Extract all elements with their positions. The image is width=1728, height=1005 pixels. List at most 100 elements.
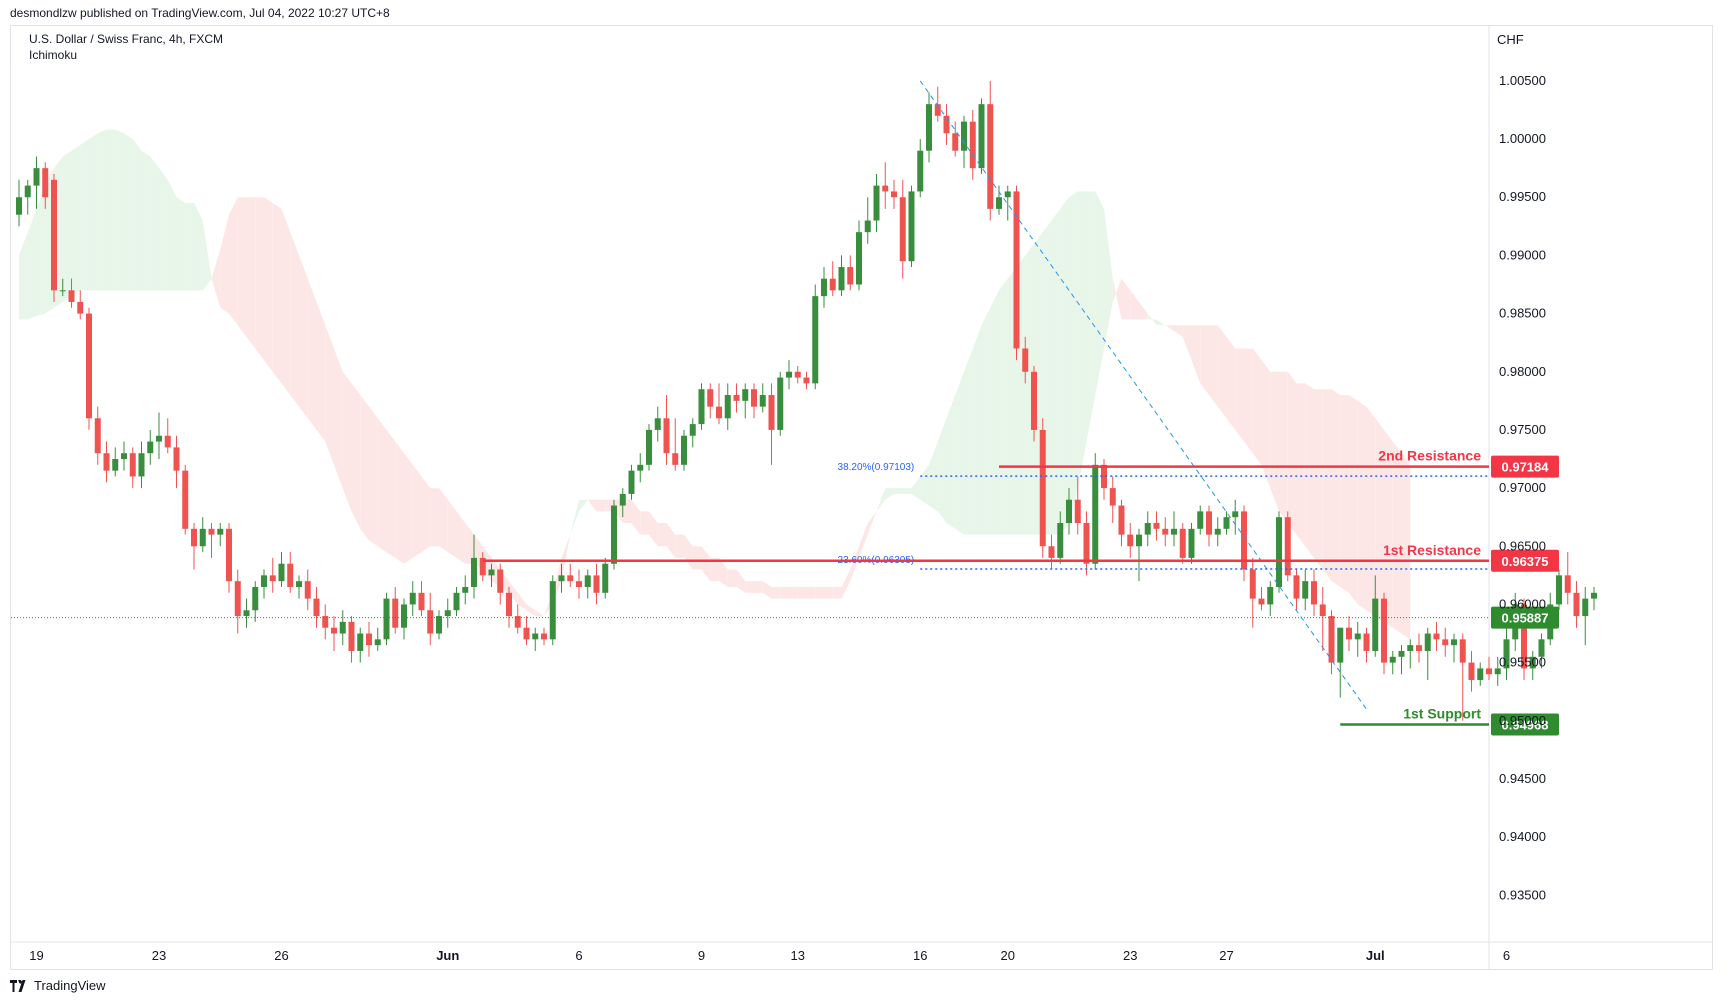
candle-body (1153, 522, 1160, 529)
candle-body (1057, 522, 1064, 558)
x-tick-label: Jul (1366, 948, 1385, 963)
ichimoku-cloud-segment (657, 522, 667, 547)
candle-body (1346, 627, 1352, 640)
ichimoku-cloud-segment (526, 604, 536, 617)
y-tick-label: 0.97500 (1499, 422, 1546, 437)
published-caption: desmondlzw published on TradingView.com,… (10, 6, 390, 20)
indicator-legend[interactable]: Ichimoku (29, 48, 78, 62)
ichimoku-cloud-segment (509, 581, 518, 605)
ichimoku-cloud-segment (771, 586, 781, 599)
candle-body (1389, 656, 1396, 663)
ichimoku-cloud-segment (334, 348, 343, 489)
y-tick-label: 0.94000 (1499, 829, 1546, 844)
candle-body (619, 493, 626, 506)
candle-body (208, 528, 215, 535)
x-tick-label: 23 (1123, 948, 1137, 963)
candle-body (296, 581, 302, 587)
ichimoku-cloud-segment (675, 534, 684, 558)
candle-body (996, 197, 1002, 209)
x-tick-label: 6 (1503, 948, 1510, 963)
ichimoku-cloud-segment (395, 441, 404, 564)
candle-body (1013, 191, 1020, 349)
ichimoku-cloud-segment (1191, 325, 1201, 384)
ichimoku-cloud-segment (649, 511, 658, 547)
price-tag-label: 0.94968 (1502, 717, 1549, 732)
candle-body (514, 616, 521, 628)
ichimoku-cloud-segment (1349, 395, 1358, 605)
price-tag-label: 0.97184 (1502, 460, 1550, 475)
candle-body (453, 592, 460, 611)
candle-body (366, 633, 372, 646)
ichimoku-cloud-segment (1314, 389, 1323, 570)
candle-body (716, 406, 722, 419)
ichimoku-cloud-segment (447, 499, 457, 558)
ichimoku-cloud-segment (342, 371, 352, 512)
ichimoku-cloud-segment (964, 348, 973, 535)
candle-body (1302, 581, 1309, 599)
ichimoku-cloud-segment (307, 278, 317, 430)
y-tick-label: 0.96500 (1499, 538, 1546, 553)
ichimoku-cloud-segment (780, 586, 789, 599)
x-tick-label: 26 (274, 948, 288, 963)
ichimoku-cloud-segment (377, 418, 387, 553)
chart-panel[interactable]: 38.20%(0.97103)23.60%(0.96305)2nd Resist… (10, 25, 1713, 970)
candle-body (1407, 645, 1414, 651)
candle-body (742, 389, 749, 401)
candle-body (278, 563, 285, 582)
candle-body (908, 191, 915, 262)
candle-body (1529, 656, 1536, 669)
price-tag-box (1491, 455, 1559, 478)
ichimoku-cloud-segment (946, 395, 956, 529)
downtrend-line[interactable] (919, 80, 1367, 710)
ichimoku-cloud-segment (570, 499, 579, 535)
candle-body (409, 592, 416, 605)
candle-body (471, 557, 477, 587)
x-tick-label: 13 (791, 948, 805, 963)
candle-body (777, 377, 784, 430)
ichimoku-cloud-segment (1200, 325, 1209, 396)
ichimoku-cloud-segment (299, 255, 308, 419)
ichimoku-cloud-segment (1305, 383, 1314, 558)
candle-body (1267, 586, 1274, 605)
candle-body (829, 278, 836, 291)
candle-body (917, 150, 924, 192)
symbol-legend[interactable]: U.S. Dollar / Swiss Franc, 4h, FXCM (29, 32, 224, 46)
ichimoku-cloud-segment (596, 499, 606, 512)
ichimoku-cloud-segment (159, 168, 168, 291)
ichimoku-cloud-segment (841, 569, 851, 599)
ichimoku-cloud-segment (421, 476, 431, 553)
candle-body (226, 528, 232, 582)
candle-body (654, 418, 661, 430)
candle-body (1354, 633, 1361, 640)
ichimoku-cloud-segment (1086, 191, 1096, 442)
price-chart[interactable]: 38.20%(0.97103)23.60%(0.96305)2nd Resist… (11, 26, 1712, 969)
last-price-tag-box (1491, 606, 1559, 629)
candle-body (199, 528, 206, 547)
candle-body (733, 395, 740, 401)
ichimoku-cloud-segment (1384, 429, 1393, 628)
ichimoku-cloud-segment (430, 488, 439, 547)
y-tick-label: 0.98000 (1499, 364, 1546, 379)
candle-body (663, 418, 670, 454)
ichimoku-cloud-segment (859, 522, 868, 558)
ichimoku-cloud-segment (325, 325, 334, 465)
support-level-label: 1st Support (1403, 705, 1481, 721)
ichimoku-cloud-segment (1095, 191, 1104, 396)
ichimoku-cloud-segment (369, 406, 378, 547)
ichimoku-cloud-segment (832, 586, 842, 599)
ichimoku-cloud-segment (754, 581, 763, 593)
y-tick-label: 1.00500 (1499, 73, 1546, 88)
candle-body (243, 610, 250, 617)
candle-body (287, 563, 294, 587)
candle-body (1556, 575, 1562, 605)
candle-body (1136, 534, 1142, 547)
ichimoku-cloud-segment (290, 232, 299, 407)
ichimoku-cloud-segment (789, 586, 798, 599)
candle-body (24, 185, 31, 198)
ichimoku-cloud-segment (1226, 336, 1236, 430)
candle-body (33, 168, 40, 186)
candle-body (882, 185, 889, 192)
candle-body (392, 598, 399, 628)
x-tick-label: 27 (1219, 948, 1233, 963)
candle-body (593, 575, 600, 593)
